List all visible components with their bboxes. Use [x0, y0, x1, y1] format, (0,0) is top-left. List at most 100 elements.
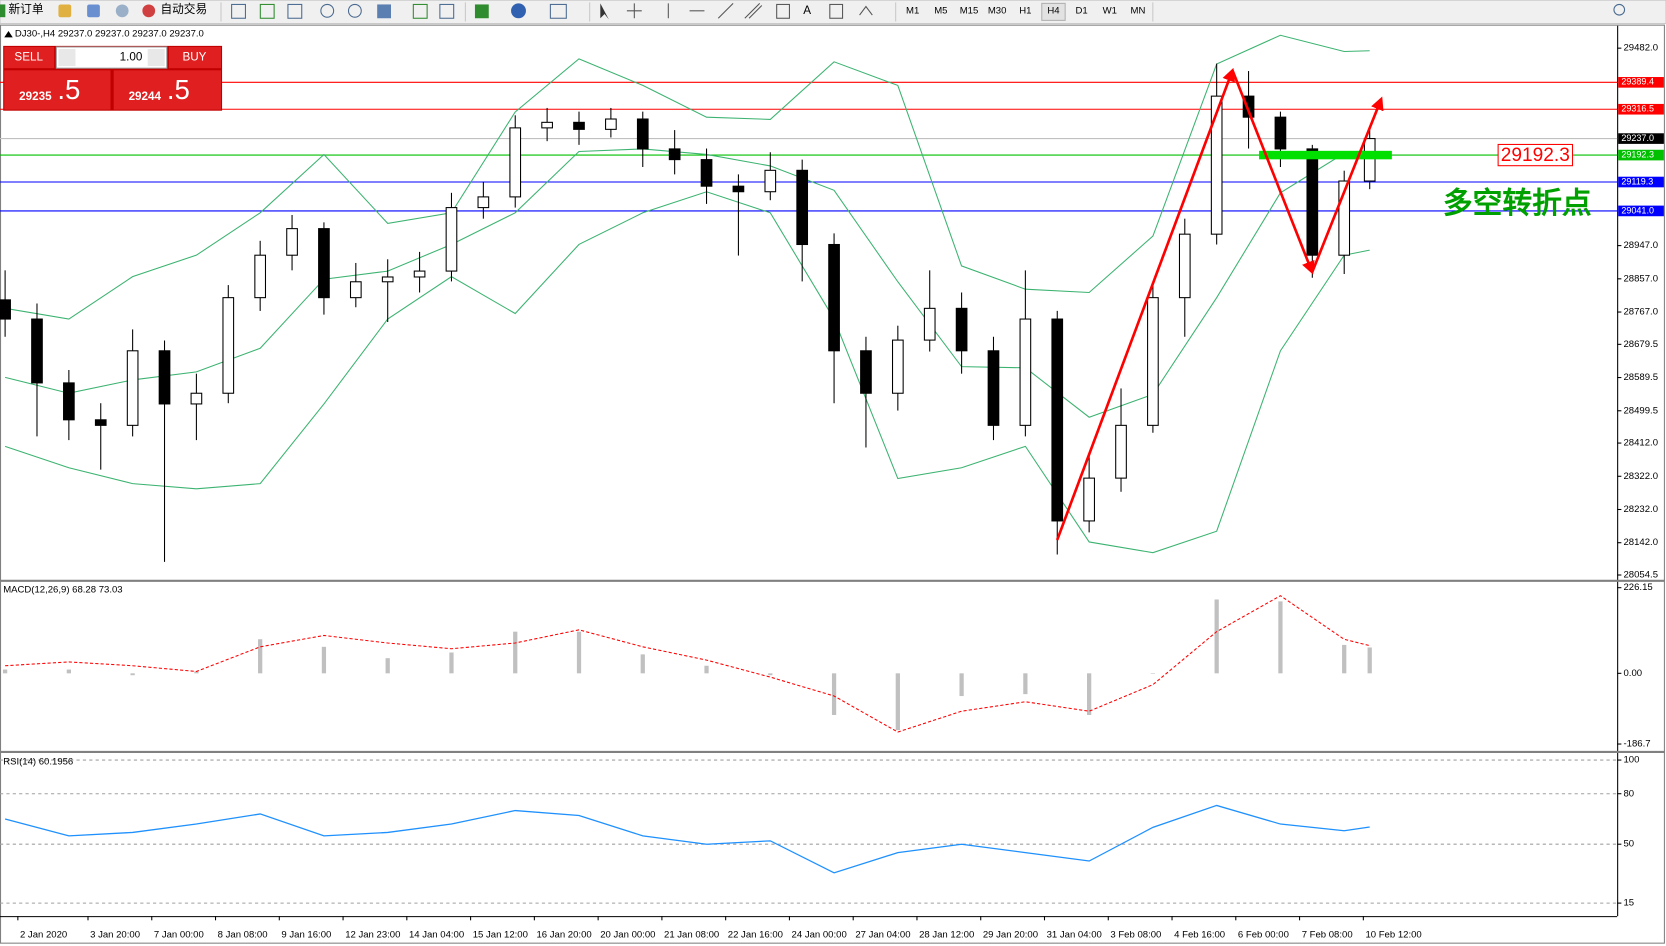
- timeframe-button[interactable]: W1: [1103, 5, 1117, 16]
- toolbar-icon[interactable]: [58, 4, 72, 18]
- candle-body: [1363, 138, 1376, 182]
- timeframe-button[interactable]: MN: [1131, 5, 1146, 16]
- macd-bar: [704, 665, 709, 674]
- label-tool[interactable]: [829, 3, 844, 19]
- x-tick-label: 28 Jan 12:00: [919, 930, 974, 941]
- macd-bar: [2, 669, 8, 674]
- candle-body: [764, 169, 777, 193]
- bollinger-band: [5, 34, 1370, 320]
- timeframe-button[interactable]: M1: [906, 5, 919, 16]
- toolbar-icon[interactable]: [412, 3, 428, 19]
- sell-price-box[interactable]: [4, 70, 111, 110]
- candle-body: [158, 350, 171, 405]
- toolbar-icon[interactable]: [115, 4, 129, 18]
- timeframe-button[interactable]: H1: [1019, 5, 1031, 16]
- new-order-icon[interactable]: [0, 4, 6, 18]
- toolbar-icon[interactable]: [511, 3, 526, 19]
- candle-body: [1306, 148, 1319, 256]
- bid-pips[interactable]: .5: [57, 74, 80, 105]
- crosshair-icon[interactable]: [626, 3, 642, 19]
- candle-body: [573, 121, 585, 130]
- y-tick-label: 28232.0: [1624, 504, 1659, 515]
- candle-body: [94, 419, 107, 426]
- candle-body: [445, 207, 458, 272]
- chart-title-icon: [4, 31, 13, 38]
- text-tool[interactable]: A: [803, 4, 811, 17]
- timeframe-button[interactable]: M30: [988, 5, 1007, 16]
- price-level-tag: [1618, 133, 1664, 144]
- annotation-label: 多空转折点: [1443, 187, 1592, 220]
- y-tick-label: 50: [1624, 839, 1635, 850]
- sell-label[interactable]: SELL: [14, 51, 43, 64]
- timeframe-button[interactable]: M15: [960, 5, 979, 16]
- price-level-tag: [1618, 103, 1664, 115]
- arrow: [1310, 96, 1384, 273]
- volume-value[interactable]: 1.00: [120, 51, 143, 64]
- macd-bar: [640, 654, 645, 674]
- toolbar-icon[interactable]: [287, 3, 303, 19]
- candle-body: [1083, 477, 1095, 522]
- y-tick-label: 226.15: [1624, 582, 1653, 593]
- timeframe-button[interactable]: M5: [934, 5, 947, 16]
- chart-title: DJ30-,H4 29237.0 29237.0 29237.0 29237.0: [15, 29, 204, 40]
- toolbar-icon[interactable]: [347, 3, 362, 18]
- macd-bar: [1342, 644, 1347, 674]
- candle-body: [987, 350, 1000, 426]
- y-tick-label: 80: [1624, 788, 1635, 799]
- toolbar-icon[interactable]: [259, 3, 275, 19]
- toolbar-icon[interactable]: [549, 3, 567, 19]
- arrow: [1055, 67, 1236, 541]
- bid-main[interactable]: 29235: [19, 90, 52, 103]
- annotation-label: 29192.3: [1501, 145, 1570, 166]
- x-tick-label: 14 Jan 04:00: [409, 930, 464, 941]
- ask-main[interactable]: 29244: [129, 90, 162, 103]
- volume-up[interactable]: [147, 49, 165, 67]
- auto-trading-button[interactable]: 自动交易: [160, 2, 207, 16]
- cursor-icon[interactable]: [600, 3, 609, 20]
- channel-icon[interactable]: [744, 2, 763, 19]
- x-tick-label: 24 Jan 00:00: [792, 930, 847, 941]
- y-tick-label: 28499.5: [1624, 405, 1659, 416]
- volume-down[interactable]: [58, 49, 76, 67]
- timeframe-button[interactable]: D1: [1076, 5, 1088, 16]
- macd-bar: [831, 673, 837, 715]
- trendline-icon[interactable]: [717, 2, 734, 19]
- buy-label[interactable]: BUY: [182, 51, 206, 64]
- macd-bar: [449, 652, 454, 674]
- volume-field[interactable]: [55, 46, 168, 69]
- toolbar-icon[interactable]: [231, 3, 246, 19]
- sell-button[interactable]: [4, 46, 55, 69]
- timeframe-selected[interactable]: [1041, 2, 1066, 21]
- annotation-box: [1497, 143, 1574, 167]
- turning-point-bar: [1259, 150, 1392, 160]
- toolbar-icon[interactable]: [377, 4, 391, 19]
- auto-trading-icon[interactable]: [142, 4, 156, 18]
- price-level-tag: [1618, 77, 1664, 88]
- x-tick-label: 7 Jan 00:00: [154, 930, 204, 941]
- macd-bar: [1278, 601, 1283, 674]
- arrows-tool[interactable]: [859, 5, 873, 16]
- search-icon[interactable]: [1613, 3, 1626, 16]
- buy-price-box[interactable]: [113, 70, 221, 110]
- x-tick-label: 27 Jan 04:00: [855, 930, 910, 941]
- toolbar-icon[interactable]: [87, 4, 100, 18]
- toolbar-icon[interactable]: [439, 3, 455, 19]
- buy-button[interactable]: [168, 46, 221, 69]
- price-level-tag: [1618, 149, 1664, 161]
- timeframes: M1 M5 M15 M30 H1 H4 D1 W1 MN: [906, 2, 1146, 21]
- toolbar-icon[interactable]: [474, 4, 489, 19]
- x-tick-label: 12 Jan 23:00: [345, 930, 400, 941]
- price-level-label: 29316.5: [1621, 104, 1654, 114]
- new-order-button[interactable]: 新订单: [9, 2, 44, 16]
- price-level-label: 29192.3: [1621, 149, 1654, 159]
- toolbar-icon[interactable]: [320, 3, 335, 18]
- macd-bar: [66, 669, 71, 674]
- candle-body: [796, 169, 809, 246]
- timeframe-button[interactable]: H4: [1047, 5, 1060, 16]
- candle-body: [63, 382, 75, 421]
- fib-icon[interactable]: [776, 3, 790, 19]
- macd-bar: [258, 639, 263, 674]
- ask-pips[interactable]: .5: [167, 74, 190, 105]
- candle-body: [126, 350, 139, 426]
- y-tick-label: 28857.0: [1624, 273, 1659, 284]
